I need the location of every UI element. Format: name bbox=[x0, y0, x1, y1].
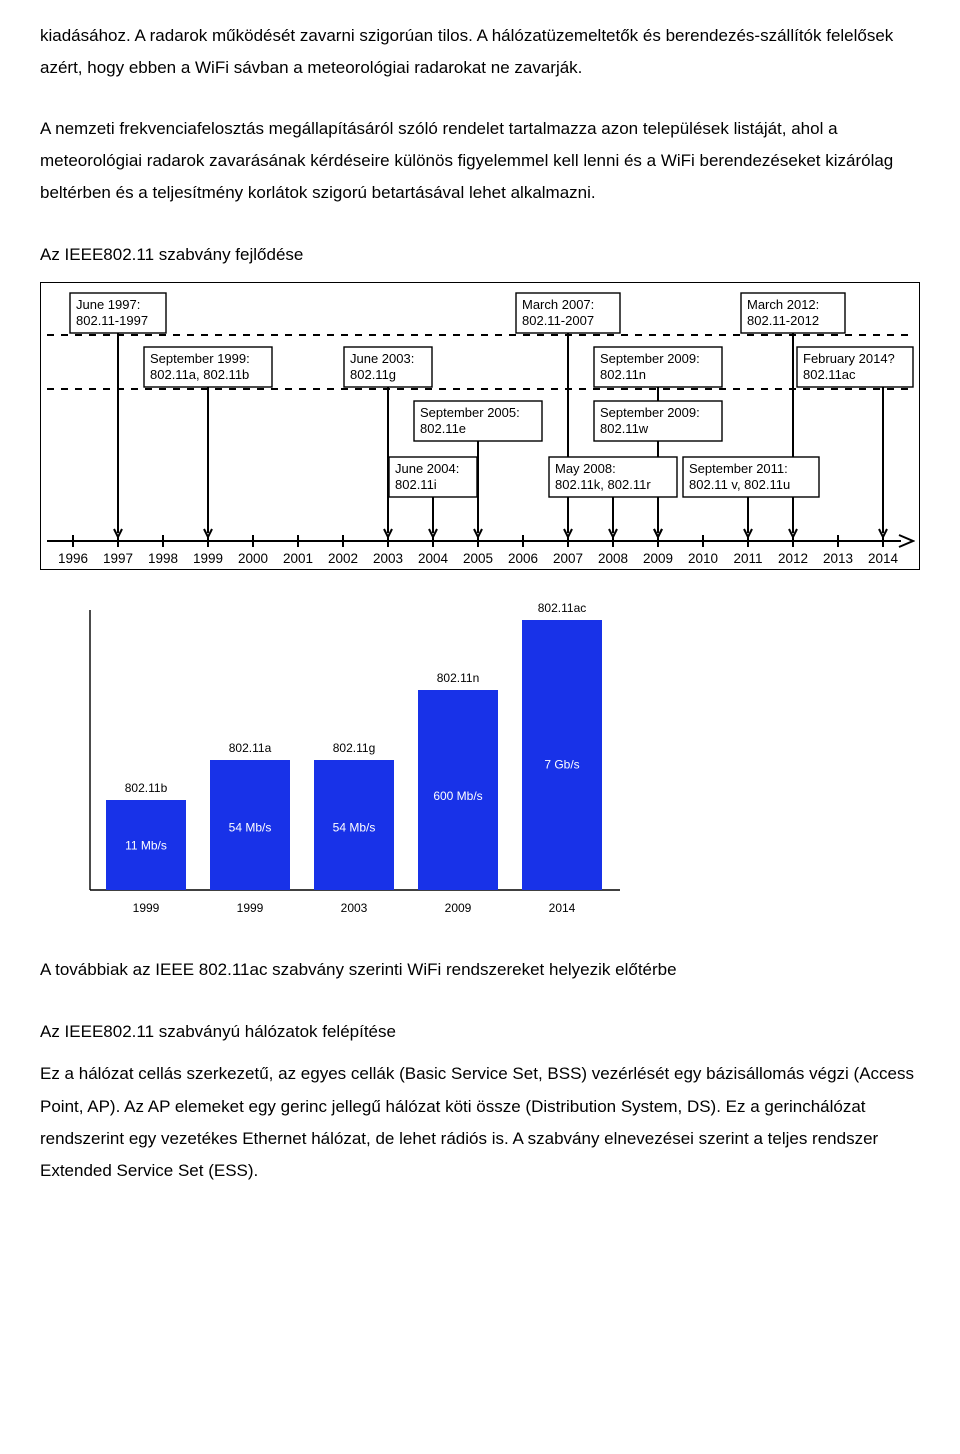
svg-text:June 2003:: June 2003: bbox=[350, 351, 414, 366]
svg-text:802.11-1997: 802.11-1997 bbox=[76, 313, 148, 328]
svg-text:2011: 2011 bbox=[733, 551, 762, 566]
svg-text:600 Mb/s: 600 Mb/s bbox=[433, 789, 482, 803]
svg-text:802.11i: 802.11i bbox=[395, 477, 437, 492]
svg-text:1996: 1996 bbox=[58, 551, 88, 566]
svg-text:802.11a: 802.11a bbox=[229, 741, 272, 755]
svg-text:2003: 2003 bbox=[373, 551, 403, 566]
svg-text:2007: 2007 bbox=[553, 551, 583, 566]
svg-text:802.11k, 802.11r: 802.11k, 802.11r bbox=[555, 477, 651, 492]
svg-text:54 Mb/s: 54 Mb/s bbox=[229, 820, 272, 834]
svg-text:802.11n: 802.11n bbox=[437, 671, 480, 685]
svg-text:1998: 1998 bbox=[148, 551, 178, 566]
svg-text:2008: 2008 bbox=[598, 551, 628, 566]
svg-text:802.11 v, 802.11u: 802.11 v, 802.11u bbox=[689, 477, 790, 492]
svg-text:September 2009:: September 2009: bbox=[600, 351, 700, 366]
svg-text:2006: 2006 bbox=[508, 551, 538, 566]
svg-text:54 Mb/s: 54 Mb/s bbox=[333, 820, 376, 834]
svg-text:1999: 1999 bbox=[193, 551, 223, 566]
svg-text:2014: 2014 bbox=[549, 901, 576, 915]
svg-text:1999: 1999 bbox=[237, 901, 264, 915]
svg-text:2002: 2002 bbox=[328, 551, 358, 566]
svg-text:2013: 2013 bbox=[823, 551, 853, 566]
svg-text:2005: 2005 bbox=[463, 551, 493, 566]
svg-text:2000: 2000 bbox=[238, 551, 268, 566]
svg-text:2009: 2009 bbox=[643, 551, 673, 566]
svg-text:March 2012:: March 2012: bbox=[747, 297, 819, 312]
timeline-svg: 1996 1997 1998 1999 2000 2001 2002 2003 2004 2005… bbox=[47, 289, 915, 567]
svg-text:June 2004:: June 2004: bbox=[395, 461, 459, 476]
svg-text:1999: 1999 bbox=[133, 901, 160, 915]
barchart-svg: 802.11b 11 Mb/s 1999 802.11a 54 Mb/s 1999 802.… bbox=[40, 600, 640, 930]
svg-text:March 2007:: March 2007: bbox=[522, 297, 594, 312]
svg-text:June 1997:: June 1997: bbox=[76, 297, 140, 312]
svg-text:802.11g: 802.11g bbox=[350, 367, 396, 382]
svg-text:802.11-2007: 802.11-2007 bbox=[522, 313, 594, 328]
barchart-speed: 802.11b 11 Mb/s 1999 802.11a 54 Mb/s 1999 802.… bbox=[40, 600, 640, 930]
svg-text:7 Gb/s: 7 Gb/s bbox=[544, 757, 579, 771]
svg-text:2004: 2004 bbox=[418, 551, 449, 566]
paragraph-3: A továbbiak az IEEE 802.11ac szabvány sz… bbox=[40, 954, 920, 986]
svg-text:2012: 2012 bbox=[778, 551, 808, 566]
svg-text:802.11g: 802.11g bbox=[333, 741, 376, 755]
timeline-diagram: 1996 1997 1998 1999 2000 2001 2002 2003 2004 2005… bbox=[40, 282, 920, 570]
svg-text:September 2011:: September 2011: bbox=[689, 461, 788, 476]
svg-text:802.11ac: 802.11ac bbox=[538, 601, 587, 615]
paragraph-2: A nemzeti frekvenciafelosztás megállapít… bbox=[40, 113, 920, 210]
svg-text:September 2009:: September 2009: bbox=[600, 405, 700, 420]
svg-text:September 2005:: September 2005: bbox=[420, 405, 520, 420]
svg-text:802.11-2012: 802.11-2012 bbox=[747, 313, 819, 328]
svg-text:2003: 2003 bbox=[341, 901, 368, 915]
paragraph-4: Ez a hálózat cellás szerkezetű, az egyes… bbox=[40, 1058, 920, 1187]
svg-text:11 Mb/s: 11 Mb/s bbox=[125, 838, 167, 852]
section-title-evolution: Az IEEE802.11 szabvány fejlődése bbox=[40, 239, 920, 271]
section-title-structure: Az IEEE802.11 szabványú hálózatok felépí… bbox=[40, 1016, 920, 1048]
svg-text:802.11b: 802.11b bbox=[125, 781, 168, 795]
svg-text:2014: 2014 bbox=[868, 551, 899, 566]
svg-text:September 1999:: September 1999: bbox=[150, 351, 250, 366]
svg-text:February 2014?: February 2014? bbox=[803, 351, 895, 366]
svg-text:802.11a, 802.11b: 802.11a, 802.11b bbox=[150, 367, 249, 382]
svg-text:2001: 2001 bbox=[283, 551, 313, 566]
svg-text:802.11n: 802.11n bbox=[600, 367, 646, 382]
svg-text:1997: 1997 bbox=[103, 551, 133, 566]
svg-text:2010: 2010 bbox=[688, 551, 718, 566]
paragraph-1: kiadásához. A radarok működését zavarni … bbox=[40, 20, 920, 85]
svg-text:2009: 2009 bbox=[445, 901, 472, 915]
svg-text:May 2008:: May 2008: bbox=[555, 461, 616, 476]
svg-text:802.11ac: 802.11ac bbox=[803, 367, 856, 382]
svg-text:802.11e: 802.11e bbox=[420, 421, 466, 436]
svg-text:802.11w: 802.11w bbox=[600, 421, 649, 436]
